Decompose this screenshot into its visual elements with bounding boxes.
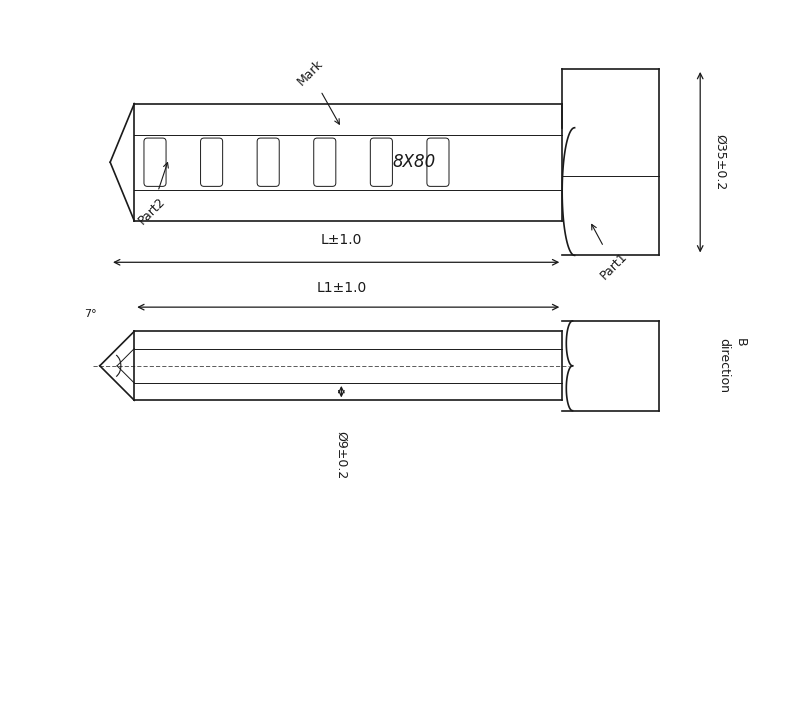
Text: L±1.0: L±1.0: [321, 233, 362, 247]
Text: 8X80: 8X80: [392, 153, 435, 171]
Text: Mark: Mark: [294, 57, 339, 124]
Text: Part1: Part1: [592, 225, 630, 282]
FancyBboxPatch shape: [201, 138, 222, 187]
FancyBboxPatch shape: [257, 138, 279, 187]
Text: 7°: 7°: [85, 309, 97, 319]
FancyBboxPatch shape: [427, 138, 449, 187]
FancyBboxPatch shape: [314, 138, 336, 187]
Text: L1±1.0: L1±1.0: [316, 281, 366, 295]
Text: Ø35±0.2: Ø35±0.2: [714, 134, 727, 190]
FancyBboxPatch shape: [370, 138, 393, 187]
Text: Part2: Part2: [135, 163, 168, 227]
FancyBboxPatch shape: [144, 138, 166, 187]
Text: B
direction: B direction: [718, 339, 746, 394]
Text: Ø9±0.2: Ø9±0.2: [335, 432, 348, 479]
